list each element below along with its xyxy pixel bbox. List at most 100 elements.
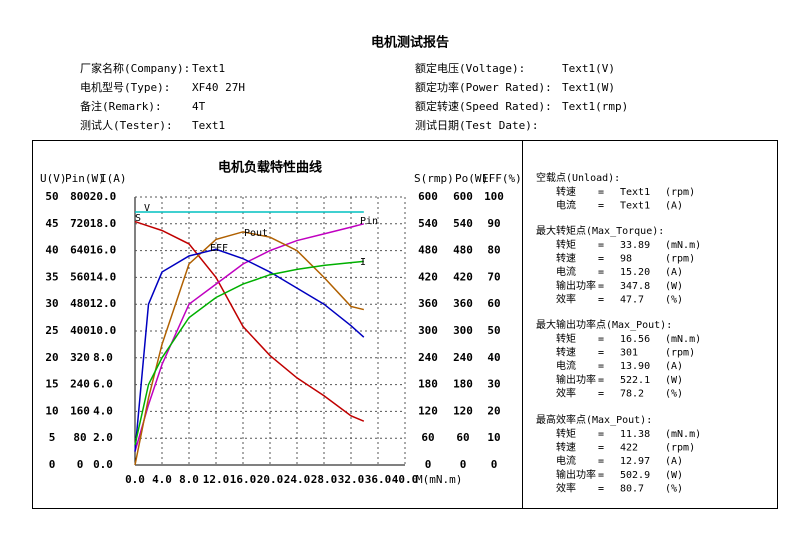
field-value: 4T — [192, 100, 206, 113]
series-line — [134, 231, 365, 466]
y-tick-label: 5 — [49, 431, 56, 444]
panel-cell: 16.56 — [620, 334, 650, 345]
y-tick-label: 40 — [487, 351, 500, 364]
chart-title: 电机负载特性曲线 — [218, 160, 322, 176]
y-tick-label: 240 — [418, 351, 438, 364]
y-tick-label: 50 — [45, 190, 58, 203]
axis-label: U(V) — [40, 172, 67, 185]
y-tick-label: 420 — [453, 270, 473, 283]
y-tick-label: 480 — [70, 297, 90, 310]
y-tick-label: 480 — [418, 244, 438, 257]
panel-cell: 效率 — [556, 481, 576, 494]
panel-cell: (A) — [665, 361, 683, 372]
panel-cell: 13.90 — [620, 361, 650, 372]
panel-cell: (rpm) — [665, 187, 695, 198]
panel-cell: = — [598, 483, 604, 494]
y-tick-label: 0.0 — [93, 458, 113, 471]
panel-cell: (mN.m) — [665, 240, 701, 251]
panel-cell: = — [598, 456, 604, 467]
y-tick-label: 40 — [45, 244, 58, 257]
y-tick-label: 80 — [487, 244, 500, 257]
panel-cell: 电流 — [556, 359, 576, 372]
panel-cell: 转矩 — [556, 427, 576, 440]
panel-cell: 80.7 — [620, 483, 644, 494]
panel-cell: 转矩 — [556, 238, 576, 251]
panel-cell: 12.97 — [620, 456, 650, 467]
axis-label: S(rmp) — [414, 172, 454, 185]
panel-cell: 522.1 — [620, 375, 650, 386]
panel-cell: 15.20 — [620, 267, 650, 278]
x-tick-label: 4.0 — [152, 473, 172, 486]
panel-cell: 347.8 — [620, 281, 650, 292]
x-tick-label: 20.0 — [257, 473, 284, 486]
field-value: Text1(rmp) — [562, 100, 628, 113]
panel-cell: 电流 — [556, 454, 576, 467]
field-label: 测试日期(Test Date): — [415, 119, 538, 132]
y-tick-label: 540 — [418, 217, 438, 230]
series-line — [134, 223, 365, 452]
y-tick-label: 60 — [421, 431, 434, 444]
panel-cell: (W) — [665, 375, 683, 386]
series-label: I — [360, 257, 366, 268]
panel-cell: (rpm) — [665, 254, 695, 265]
panel-cell: 电流 — [556, 199, 576, 212]
axis-label: EFF(%) — [482, 172, 522, 185]
y-tick-label: 100 — [484, 190, 504, 203]
panel-cell: = — [598, 187, 604, 198]
panel-cell: = — [598, 240, 604, 251]
y-tick-label: 70 — [487, 270, 500, 283]
section-title: 最大转矩点(Max_Torque): — [536, 224, 664, 237]
y-tick-label: 600 — [418, 190, 438, 203]
panel-cell: 11.38 — [620, 429, 650, 440]
panel-cell: 33.89 — [620, 240, 650, 251]
panel-cell: = — [598, 470, 604, 481]
y-tick-label: 25 — [45, 324, 58, 337]
y-tick-label: 30 — [487, 378, 500, 391]
panel-cell: Text1 — [620, 201, 650, 212]
y-tick-label: 12.0 — [90, 297, 117, 310]
x-tick-label: 16.0 — [230, 473, 257, 486]
y-tick-label: 160 — [70, 404, 90, 417]
y-tick-label: 360 — [418, 297, 438, 310]
panel-cell: = — [598, 334, 604, 345]
y-tick-label: 30 — [45, 297, 58, 310]
panel-cell: 转速 — [556, 441, 576, 454]
panel-cell: = — [598, 429, 604, 440]
panel-cell: (A) — [665, 201, 683, 212]
x-tick-label: 32.0 — [338, 473, 365, 486]
report-title: 电机测试报告 — [371, 35, 449, 51]
y-tick-label: 60 — [456, 431, 469, 444]
series-line — [134, 248, 365, 452]
y-tick-label: 8.0 — [93, 351, 113, 364]
panel-cell: 47.7 — [620, 294, 644, 305]
panel-cell: (W) — [665, 281, 683, 292]
x-tick-label: 8.0 — [179, 473, 199, 486]
y-tick-label: 14.0 — [90, 270, 117, 283]
series-line — [134, 220, 365, 422]
panel-cell: Text1 — [620, 187, 650, 198]
panel-cell: 电流 — [556, 265, 576, 278]
panel-cell: (mN.m) — [665, 429, 701, 440]
panel-cell: (rpm) — [665, 443, 695, 454]
panel-cell: = — [598, 201, 604, 212]
panel-cell: = — [598, 254, 604, 265]
y-tick-label: 80 — [73, 431, 86, 444]
panel-cell: = — [598, 375, 604, 386]
y-tick-label: 240 — [70, 378, 90, 391]
y-tick-label: 10 — [487, 431, 500, 444]
y-tick-label: 240 — [453, 351, 473, 364]
panel-cell: 输出功率 — [556, 373, 596, 386]
y-tick-label: 180 — [418, 378, 438, 391]
y-tick-label: 360 — [453, 297, 473, 310]
y-tick-label: 6.0 — [93, 378, 113, 391]
field-label: 额定功率(Power Rated): — [415, 80, 552, 94]
axis-label: Pin(W) — [65, 172, 105, 185]
series-label: S — [135, 213, 141, 224]
series-label: Pin — [360, 216, 378, 227]
panel-cell: 效率 — [556, 386, 576, 399]
y-tick-label: 560 — [70, 270, 90, 283]
y-tick-label: 120 — [418, 404, 438, 417]
section-title: 最高效率点(Max_Pout): — [536, 413, 652, 426]
axis-label: Po(W) — [455, 172, 488, 185]
